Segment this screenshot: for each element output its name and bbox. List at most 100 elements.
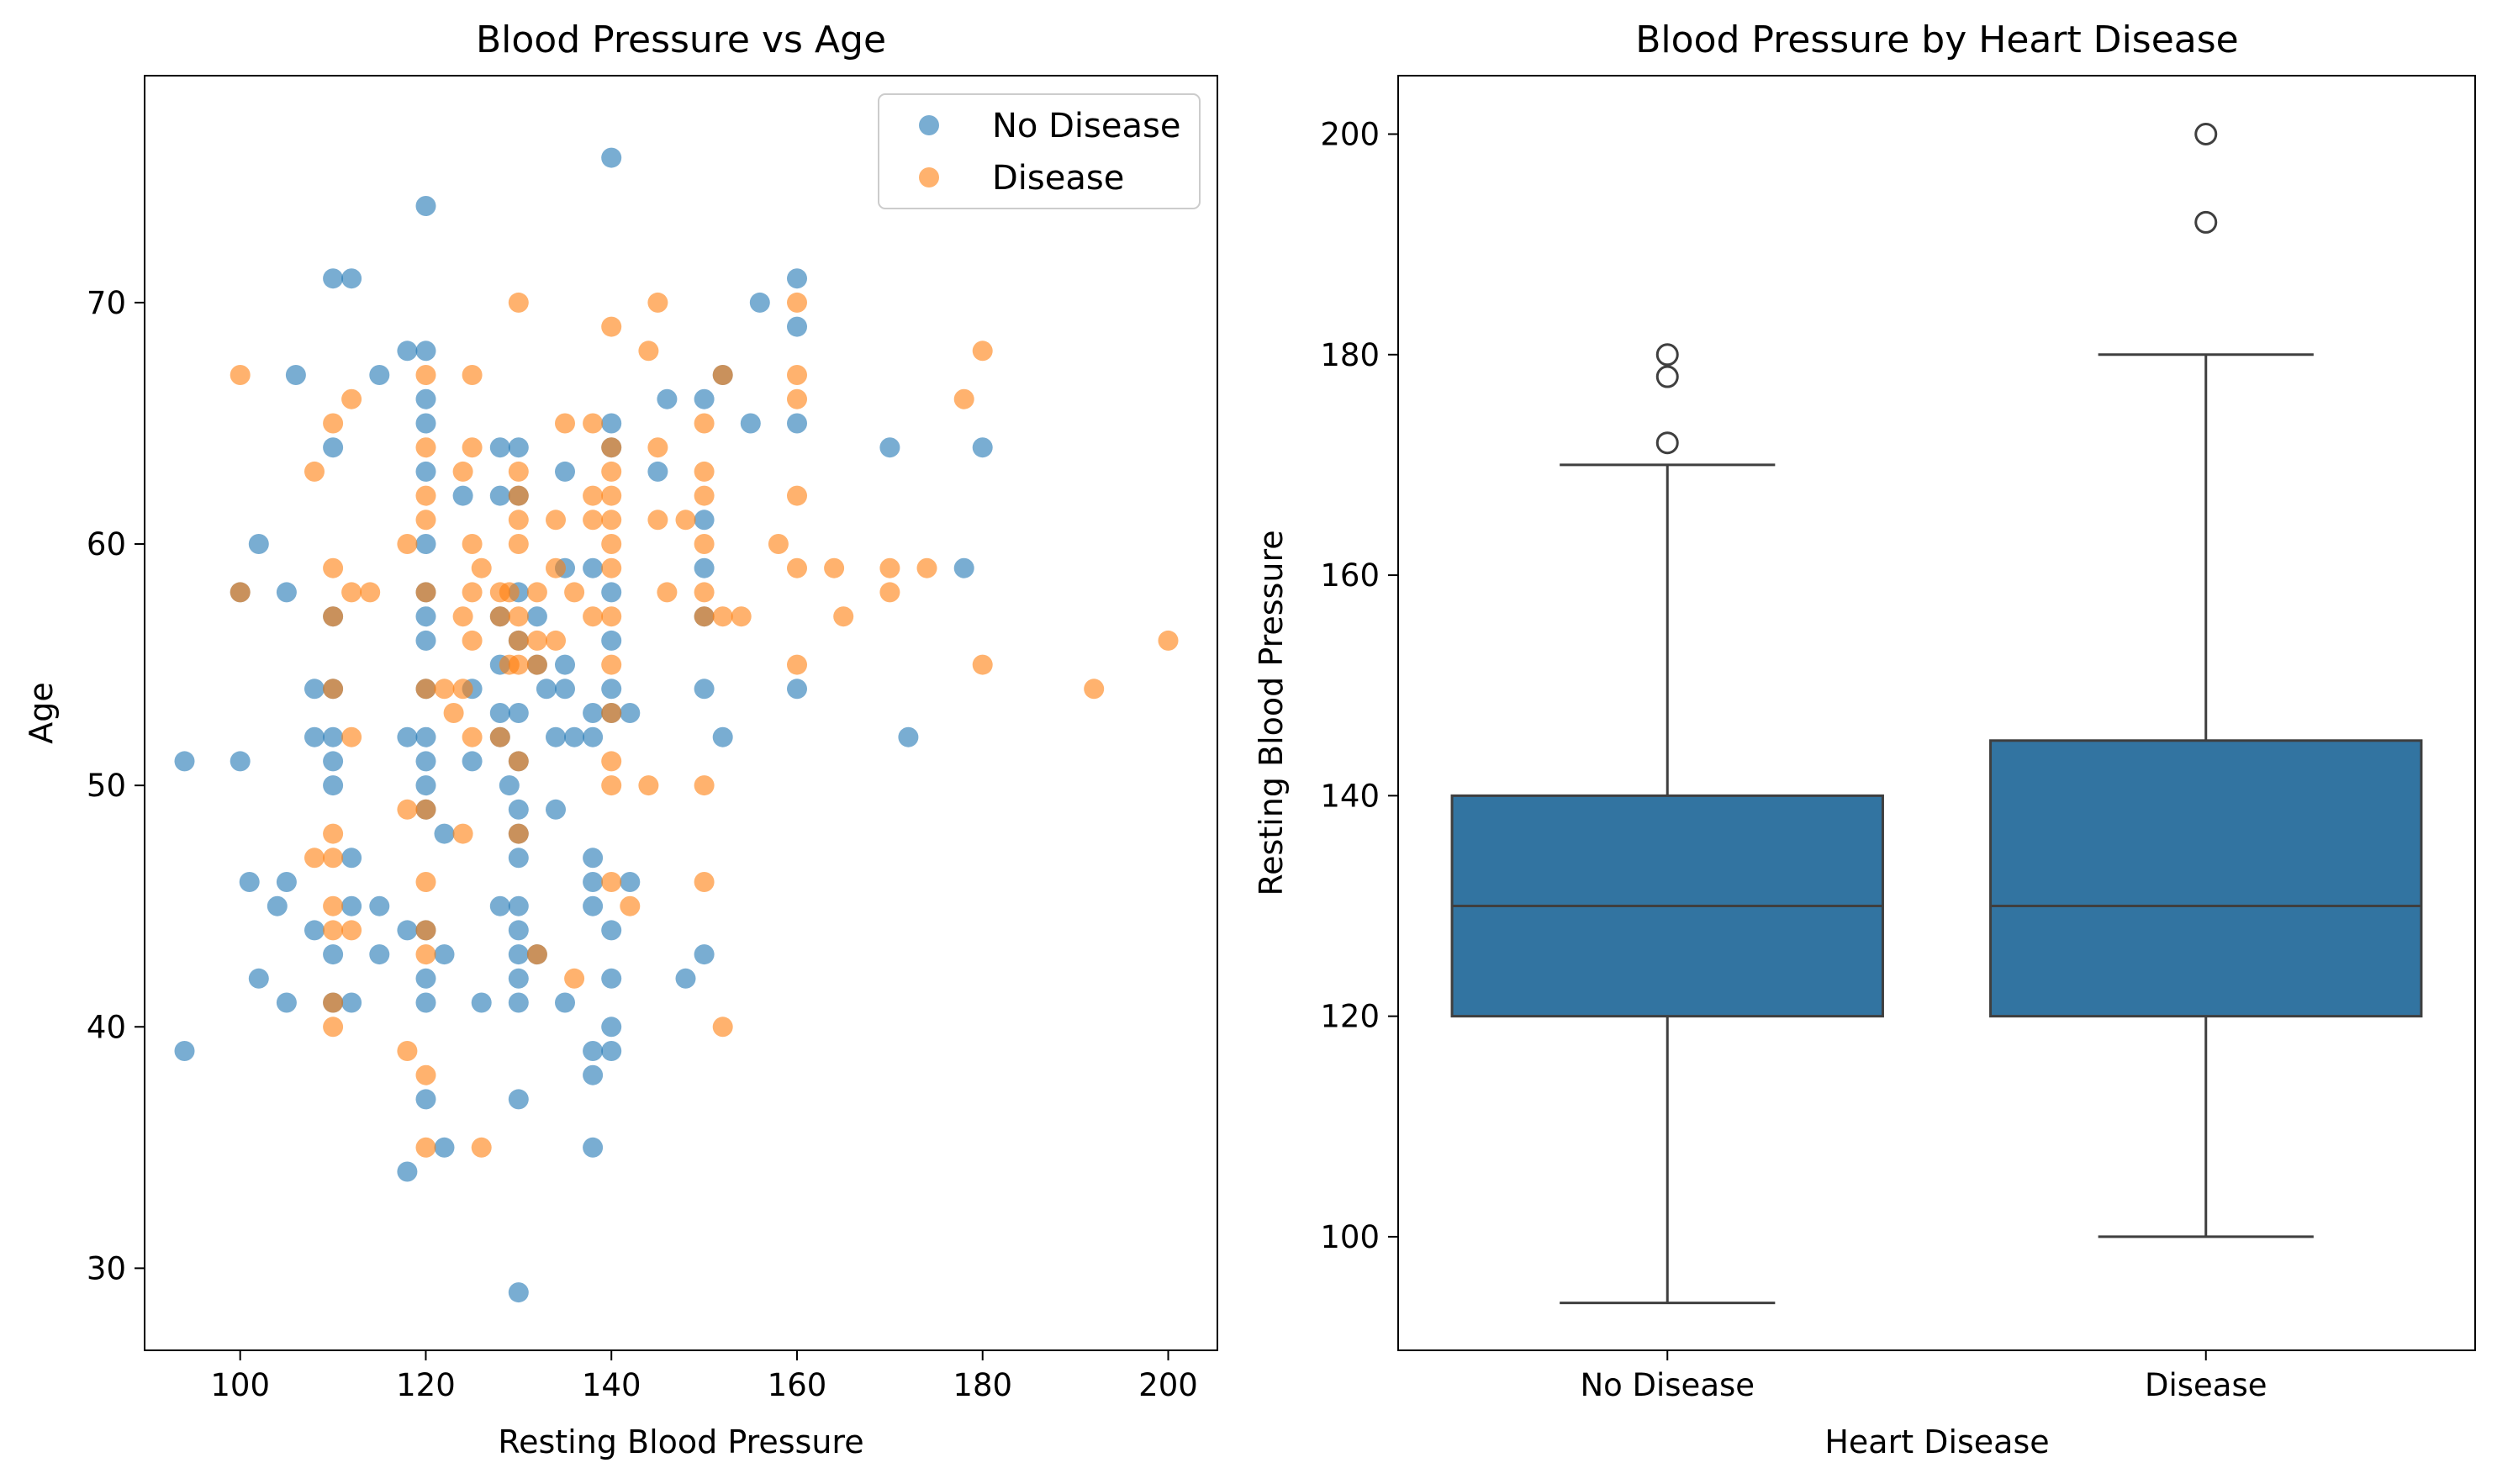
scatter-point-no-disease: [546, 726, 566, 747]
box-plot-y-ticks: 100 120 140 160 180 200: [1320, 117, 1398, 1255]
scatter-point-no-disease: [694, 679, 715, 700]
scatter-point-no-disease: [304, 726, 325, 747]
scatter-point-disease: [323, 413, 344, 434]
scatter-point-no-disease: [526, 606, 547, 627]
scatter-point-no-disease: [675, 968, 696, 989]
scatter-point-no-disease: [583, 1041, 604, 1061]
scatter-point-disease: [508, 461, 529, 482]
scatter-x-tick-label: 120: [396, 1367, 456, 1403]
scatter-point-no-disease: [694, 557, 715, 578]
scatter-point-disease: [230, 582, 251, 603]
scatter-point-disease: [323, 992, 344, 1013]
scatter-point-no-disease: [601, 679, 622, 700]
scatter-point-no-disease: [601, 1041, 622, 1061]
scatter-point-disease: [526, 944, 547, 965]
scatter-point-no-disease: [174, 1041, 195, 1061]
scatter-point-disease: [462, 365, 483, 385]
scatter-point-disease: [360, 582, 381, 603]
scatter-point-disease: [341, 582, 362, 603]
scatter-point-no-disease: [555, 461, 575, 482]
scatter-point-disease: [601, 316, 622, 337]
scatter-point-disease: [712, 365, 733, 385]
scatter-x-tick-label: 160: [768, 1367, 827, 1403]
scatter-point-disease: [647, 437, 668, 458]
scatter-point-no-disease: [434, 944, 455, 965]
scatter-point-disease: [555, 413, 575, 434]
scatter-point-disease: [638, 775, 659, 796]
scatter-point-no-disease: [508, 1282, 529, 1303]
scatter-point-disease: [638, 341, 659, 362]
scatter-point-disease: [601, 534, 622, 554]
scatter-point-disease: [508, 630, 529, 651]
box-plot-y-axis-label: Resting Blood Pressure: [1253, 530, 1290, 895]
scatter-point-no-disease: [369, 365, 390, 385]
scatter-point-disease: [601, 485, 622, 506]
scatter-point-no-disease: [248, 968, 269, 989]
scatter-point-no-disease: [972, 437, 993, 458]
scatter-point-no-disease: [323, 437, 344, 458]
scatter-point-disease: [415, 1064, 436, 1085]
scatter-point-disease: [462, 437, 483, 458]
scatter-point-disease: [508, 534, 529, 554]
scatter-point-disease: [675, 510, 696, 531]
scatter-point-no-disease: [304, 920, 325, 941]
scatter-point-disease: [462, 582, 483, 603]
scatter-point-no-disease: [323, 751, 344, 772]
scatter-point-no-disease: [369, 895, 390, 916]
scatter-point-no-disease: [508, 1089, 529, 1110]
legend-label-disease: Disease: [992, 159, 1124, 198]
scatter-point-disease: [230, 365, 251, 385]
scatter-point-disease: [647, 292, 668, 313]
box-y-tick-label: 180: [1320, 337, 1380, 373]
scatter-point-no-disease: [489, 703, 510, 723]
scatter-point-no-disease: [415, 775, 436, 796]
scatter-point-no-disease: [415, 630, 436, 651]
scatter-point-no-disease: [276, 872, 297, 892]
scatter-point-disease: [694, 413, 715, 434]
legend-marker-no-disease: [919, 115, 939, 135]
scatter-point-disease: [768, 534, 789, 554]
legend-box: [878, 93, 1201, 209]
scatter-point-no-disease: [601, 413, 622, 434]
scatter-point-no-disease: [601, 1017, 622, 1038]
scatter-point-disease: [323, 823, 344, 844]
scatter-point-no-disease: [415, 534, 436, 554]
scatter-point-disease: [323, 557, 344, 578]
scatter-point-no-disease: [583, 872, 604, 892]
scatter-point-no-disease: [489, 437, 510, 458]
scatter-point-disease: [443, 703, 464, 723]
box-y-tick-label: 160: [1320, 557, 1380, 594]
scatter-point-no-disease: [285, 365, 306, 385]
scatter-point-no-disease: [276, 992, 297, 1013]
scatter-point-no-disease: [341, 848, 362, 869]
scatter-point-disease: [601, 751, 622, 772]
scatter-y-tick-label: 30: [87, 1250, 126, 1286]
scatter-point-disease: [1158, 630, 1179, 651]
outlier-no-disease: [1655, 343, 1679, 367]
scatter-point-no-disease: [508, 968, 529, 989]
scatter-point-disease: [620, 895, 641, 916]
scatter-point-no-disease: [462, 751, 483, 772]
scatter-point-disease: [787, 365, 807, 385]
outlier-disease: [2194, 123, 2218, 146]
box-x-tick-label: No Disease: [1580, 1367, 1755, 1403]
scatter-point-disease: [583, 606, 604, 627]
scatter-point-no-disease: [601, 582, 622, 603]
scatter-point-disease: [526, 582, 547, 603]
legend-marker-disease: [919, 167, 939, 187]
scatter-point-no-disease: [657, 388, 678, 409]
scatter-point-no-disease: [341, 992, 362, 1013]
outlier-disease: [2194, 210, 2218, 234]
scatter-point-disease: [462, 630, 483, 651]
scatter-point-no-disease: [415, 726, 436, 747]
scatter-point-disease: [452, 823, 473, 844]
scatter-point-no-disease: [953, 557, 974, 578]
scatter-point-no-disease: [740, 413, 761, 434]
scatter-point-disease: [601, 510, 622, 531]
scatter-point-no-disease: [508, 799, 529, 820]
scatter-point-no-disease: [898, 726, 919, 747]
box-plot-boxes: [1450, 123, 2423, 1305]
box-y-tick-label: 140: [1320, 778, 1380, 814]
scatter-point-disease: [323, 679, 344, 700]
